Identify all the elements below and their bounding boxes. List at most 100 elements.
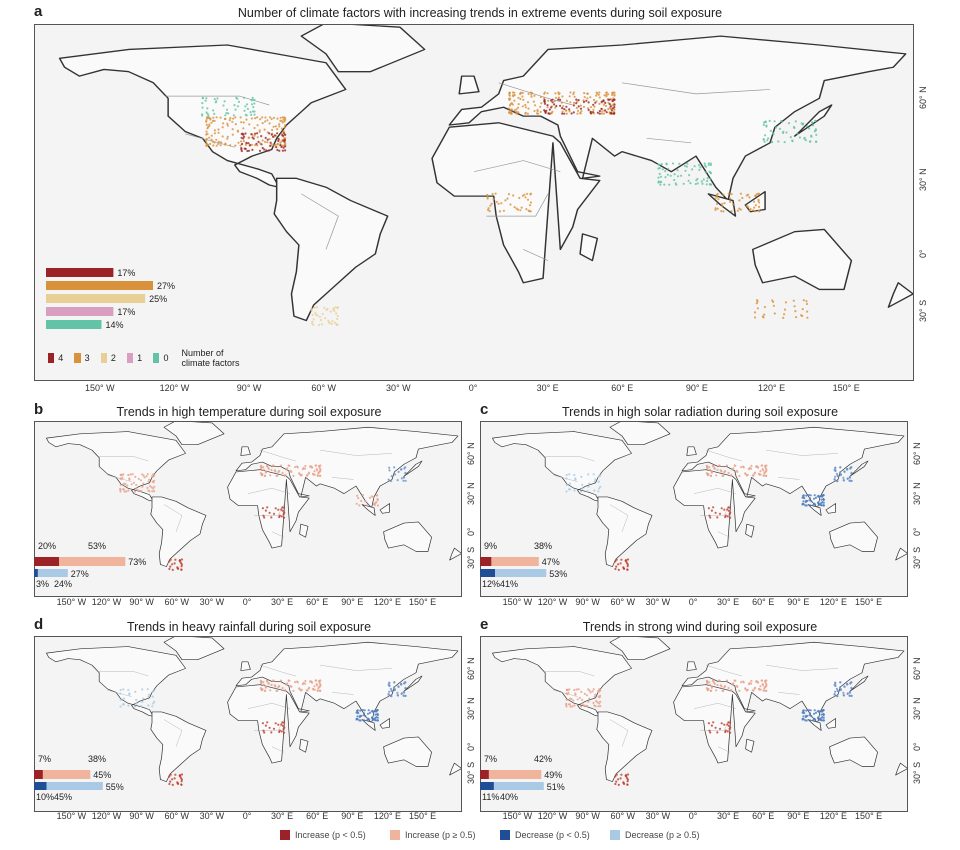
- map-hotspot: [796, 132, 799, 135]
- lon-tick: 90° W: [129, 597, 154, 607]
- map-hotspot: [820, 498, 823, 501]
- map-hotspot: [146, 473, 149, 476]
- map-hotspot: [612, 91, 615, 94]
- map-hotspot: [805, 714, 808, 717]
- lon-tick: 0°: [688, 597, 698, 607]
- map-hotspot: [318, 685, 321, 688]
- map-hotspot: [742, 465, 745, 468]
- map-hotspot: [594, 705, 597, 708]
- map-hotspot: [710, 471, 713, 474]
- map-hotspot: [169, 558, 172, 561]
- map-hotspot: [611, 107, 614, 110]
- map-hotspot: [738, 199, 741, 202]
- map-hotspot: [216, 97, 219, 100]
- map-hotspot: [597, 475, 600, 478]
- map-hotspot: [599, 694, 602, 697]
- map-hotspot: [278, 125, 281, 128]
- map-hotspot: [122, 688, 125, 691]
- map-hotspot: [363, 709, 366, 712]
- map-hotspot: [281, 149, 284, 152]
- map-hotspot: [713, 682, 716, 685]
- map-hotspot: [318, 679, 321, 682]
- map-hotspot: [276, 128, 279, 131]
- map-hotspot: [169, 773, 172, 776]
- map-hotspot: [486, 193, 489, 197]
- legend-swatch: [74, 353, 81, 363]
- map-hotspot: [273, 469, 276, 472]
- map-hotspot: [171, 778, 174, 781]
- map-hotspot: [277, 508, 280, 511]
- decrease-nonsig-bar: [34, 569, 68, 577]
- map-hotspot: [699, 166, 702, 169]
- map-hotspot: [276, 143, 279, 146]
- map-hotspot: [833, 683, 836, 686]
- map-hotspot: [205, 111, 208, 114]
- map-hotspot: [617, 783, 620, 786]
- map-hotspot: [814, 128, 818, 131]
- map-hotspot: [232, 117, 235, 120]
- map-hotspot: [565, 705, 568, 708]
- map-hotspot: [388, 469, 391, 472]
- map-hotspot: [309, 465, 312, 468]
- map-hotspot: [248, 123, 251, 126]
- map-hotspot: [318, 315, 321, 318]
- map-hotspot: [153, 485, 156, 488]
- map-hotspot: [263, 689, 266, 692]
- map-hotspot: [153, 490, 156, 493]
- map-hotspot: [498, 210, 502, 213]
- map-hotspot: [251, 96, 254, 99]
- map-hotspot: [512, 95, 515, 98]
- map-hotspot: [839, 689, 842, 692]
- map-hotspot: [611, 93, 614, 97]
- map-hotspot: [300, 473, 303, 476]
- map-hotspot: [133, 490, 137, 493]
- map-hotspot: [754, 204, 758, 207]
- map-hotspot: [266, 141, 269, 144]
- map-hotspot: [177, 567, 180, 570]
- map-hotspot: [817, 503, 820, 506]
- lon-tick: 60° E: [611, 383, 634, 393]
- map-hotspot: [581, 483, 584, 486]
- map-hotspot: [565, 477, 568, 480]
- map-hotspot: [147, 480, 150, 483]
- map-hotspot: [266, 464, 269, 467]
- map-hotspot: [269, 116, 272, 119]
- map-hotspot: [805, 719, 808, 722]
- map-hotspot: [241, 142, 244, 146]
- map-hotspot: [816, 716, 820, 719]
- map-hotspot: [586, 107, 590, 110]
- map-hotspot: [836, 480, 839, 483]
- map-hotspot: [224, 114, 227, 117]
- map-hotspot: [396, 694, 400, 697]
- map-hotspot: [283, 138, 286, 141]
- map-hotspot: [392, 686, 395, 689]
- lat-tick: 60° N: [918, 86, 928, 109]
- map-hotspot: [527, 92, 530, 95]
- map-hotspot: [708, 514, 711, 517]
- map-hotspot: [543, 92, 546, 95]
- map-hotspot: [554, 106, 557, 109]
- map-hotspot: [698, 168, 701, 171]
- map-hotspot: [279, 116, 282, 119]
- panel-c-title: Trends in high solar radiation during so…: [561, 405, 839, 419]
- lon-tick: 30° E: [271, 811, 294, 821]
- map-hotspot: [724, 470, 727, 473]
- map-hotspot: [588, 689, 591, 692]
- map-hotspot: [273, 684, 276, 687]
- map-hotspot: [129, 473, 132, 476]
- map-hotspot: [623, 567, 626, 570]
- lon-tick: 150° W: [56, 597, 87, 607]
- map-hotspot: [573, 704, 576, 707]
- lat-tick: 60° N: [912, 441, 922, 465]
- map-hotspot: [716, 192, 719, 196]
- map-hotspot: [234, 116, 237, 119]
- map-hotspot: [746, 473, 749, 476]
- map-hotspot: [243, 147, 246, 150]
- map-hotspot: [609, 105, 612, 108]
- map-hotspot: [575, 102, 578, 105]
- map-hotspot: [249, 111, 252, 114]
- map-hotspot: [808, 499, 811, 502]
- panel-c-decrease-sig-label: 12%: [482, 579, 501, 589]
- map-hotspot: [592, 688, 595, 691]
- map-hotspot: [821, 710, 824, 713]
